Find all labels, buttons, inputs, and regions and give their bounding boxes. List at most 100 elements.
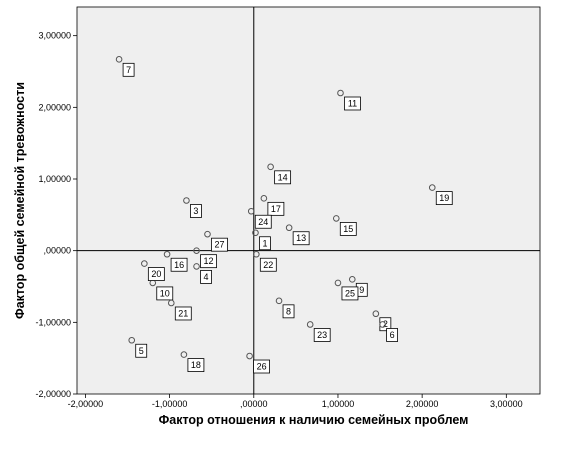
point-label-box xyxy=(254,214,272,229)
point-label-box xyxy=(122,62,135,77)
point-marker xyxy=(332,215,340,222)
x-axis-title: Фактор отношения к наличию семейных проб… xyxy=(159,413,469,427)
point-label-box xyxy=(156,286,174,301)
data-point-18: 18 xyxy=(180,351,205,372)
data-point-19: 19 xyxy=(428,184,453,206)
point-label-box xyxy=(344,96,361,111)
y-tick-label: -2,00000 xyxy=(35,389,71,399)
point-marker xyxy=(285,224,293,232)
point-label: 20 xyxy=(151,269,161,279)
point-marker xyxy=(260,195,268,202)
point-label-box xyxy=(211,237,228,252)
point-label: 3 xyxy=(193,206,198,216)
point-label: 14 xyxy=(278,172,288,182)
data-point-10: 10 xyxy=(149,279,174,301)
point-marker xyxy=(115,56,123,63)
reference-lines xyxy=(77,7,540,394)
x-tick-label: ,00000 xyxy=(240,399,268,409)
point-marker xyxy=(334,279,342,287)
y-tick-label: 1,00000 xyxy=(38,174,71,184)
point-label-box xyxy=(190,204,202,218)
point-label-box xyxy=(386,328,398,342)
point-label: 8 xyxy=(286,306,291,316)
point-label-box xyxy=(170,257,188,272)
point-label-box xyxy=(200,254,217,269)
point-marker xyxy=(167,299,175,307)
point-label-box xyxy=(135,343,148,358)
axis-ticks: -2,00000 -1,00000,00000 1,00000 2,00000 3,00… xyxy=(35,31,522,409)
data-point-23: 23 xyxy=(306,321,331,342)
point-label-box xyxy=(267,201,285,216)
y-axis-title: Фактор общей семейной тревожности xyxy=(13,82,27,319)
point-label-box xyxy=(187,358,205,372)
point-label-box xyxy=(292,231,310,246)
point-marker xyxy=(379,321,386,328)
point-label: 7 xyxy=(126,65,131,75)
point-label-box xyxy=(259,236,271,251)
point-label: 5 xyxy=(139,346,144,356)
x-tick-label: 2,00000 xyxy=(406,399,439,409)
x-tick-label: 1,00000 xyxy=(322,399,355,409)
data-point-11: 11 xyxy=(337,89,361,111)
data-point-25: 25 xyxy=(334,279,359,301)
data-point-21: 21 xyxy=(167,299,192,321)
y-tick-label: 3,00000 xyxy=(38,31,71,41)
y-tick-label: 2,00000 xyxy=(38,102,71,112)
point-label-box xyxy=(282,304,295,319)
point-label: 18 xyxy=(191,360,201,370)
point-label-box xyxy=(435,191,453,206)
point-label: 1 xyxy=(262,238,267,248)
data-point-8: 8 xyxy=(275,297,295,319)
point-label: 10 xyxy=(160,288,170,298)
point-marker xyxy=(193,247,200,254)
point-marker xyxy=(247,207,255,215)
x-tick-label: 3,00000 xyxy=(490,399,523,409)
point-marker xyxy=(180,351,188,358)
point-marker xyxy=(128,336,136,344)
point-marker xyxy=(428,184,436,191)
data-point-26: 26 xyxy=(246,352,270,374)
point-label-box xyxy=(313,328,331,342)
data-point-15: 15 xyxy=(332,215,357,236)
point-marker xyxy=(163,250,171,258)
point-label-box xyxy=(259,257,277,272)
point-label: 23 xyxy=(317,330,327,340)
data-point-7: 7 xyxy=(115,56,135,77)
point-label: 25 xyxy=(345,288,355,298)
x-tick-label: -2,00000 xyxy=(68,399,104,409)
data-point-14: 14 xyxy=(267,163,292,185)
data-points: 1234567891011121314151617181920212223242… xyxy=(115,56,453,374)
point-label: 11 xyxy=(348,99,357,109)
point-label-box xyxy=(200,270,212,284)
point-label-box xyxy=(339,222,357,236)
data-point-6: 6 xyxy=(379,321,398,342)
point-label: 13 xyxy=(296,233,306,243)
point-label-box xyxy=(147,267,165,281)
point-label: 9 xyxy=(359,285,364,295)
point-marker xyxy=(372,310,380,318)
data-point-4: 4 xyxy=(193,263,212,284)
point-label: 24 xyxy=(258,217,268,227)
point-marker xyxy=(267,163,274,171)
point-label-box xyxy=(274,170,292,185)
x-tick-label: -1,00000 xyxy=(152,399,188,409)
point-marker xyxy=(252,229,259,237)
point-label-box xyxy=(253,359,270,374)
point-marker xyxy=(193,263,200,270)
point-label: 6 xyxy=(390,330,395,340)
point-marker xyxy=(348,276,356,283)
point-label: 17 xyxy=(271,204,281,214)
point-marker xyxy=(183,197,190,204)
point-label-box xyxy=(341,286,359,301)
point-label: 26 xyxy=(257,362,267,372)
point-marker xyxy=(204,230,211,238)
point-label: 27 xyxy=(214,240,224,250)
point-label: 21 xyxy=(178,308,188,318)
y-tick-label: ,00000 xyxy=(43,246,71,256)
point-label: 22 xyxy=(263,260,273,270)
point-label: 12 xyxy=(204,256,214,266)
point-label: 15 xyxy=(343,224,353,234)
data-point-3: 3 xyxy=(183,197,202,218)
point-marker xyxy=(337,89,344,97)
